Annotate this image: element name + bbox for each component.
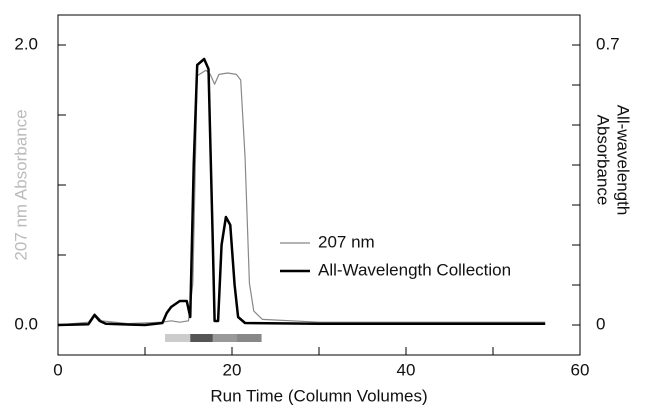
x-tick-label: 40 xyxy=(397,360,416,379)
x-axis-label: Run Time (Column Volumes) xyxy=(210,386,427,405)
fraction-bar xyxy=(236,334,262,342)
y-tick-label: 0.0 xyxy=(14,314,38,333)
legend-label: All-Wavelength Collection xyxy=(318,260,511,279)
y-tick-label: 2.0 xyxy=(14,34,38,53)
x-tick-label: 60 xyxy=(571,360,590,379)
y2-tick-label: 0 xyxy=(596,314,605,333)
x-tick-label: 20 xyxy=(223,360,242,379)
fraction-bar xyxy=(165,334,191,342)
y2-axis-label: All-wavelength xyxy=(614,105,633,216)
fraction-bar xyxy=(212,334,237,342)
series-line xyxy=(57,57,546,327)
legend-label: 207 nm xyxy=(318,232,375,251)
y2-tick-label: 0.7 xyxy=(596,34,620,53)
y2-axis-label: Absorbance xyxy=(594,115,613,206)
y-axis-label: 207 nm Absorbance xyxy=(11,109,30,260)
plot-frame xyxy=(57,14,581,356)
x-tick-label: 0 xyxy=(53,360,62,379)
series-line xyxy=(57,69,546,326)
fraction-bar xyxy=(190,334,213,342)
